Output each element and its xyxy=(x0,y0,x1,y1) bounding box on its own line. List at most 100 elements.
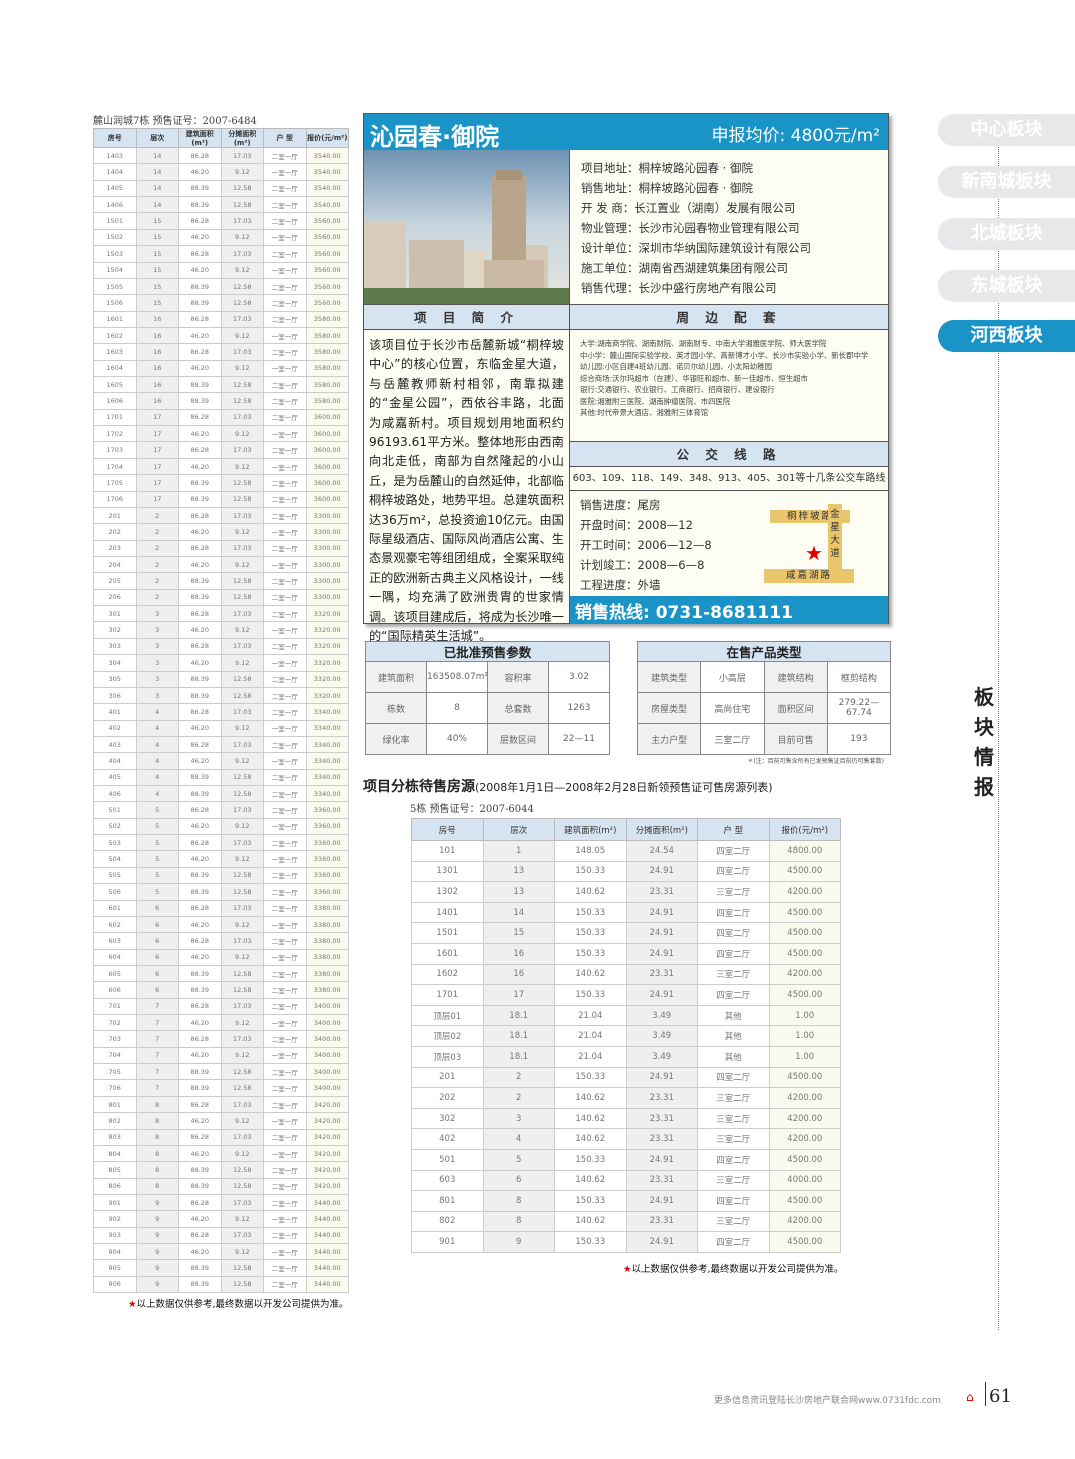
table-cell: 705 xyxy=(93,1063,137,1081)
listing-caption: 5栋 预售证号：2007-6044 xyxy=(410,804,534,815)
table-cell: 12.58 xyxy=(220,490,264,508)
table-cell: 二室一厅 xyxy=(263,703,307,721)
table-row: 504 5 46.20 9.12 一室一厅 3360.00 xyxy=(93,850,349,868)
bus-heading: 公 交 线 路 xyxy=(569,441,888,467)
table-cell: 23.31 xyxy=(625,1107,698,1130)
sidebar-tab-east[interactable]: 东城板块 xyxy=(938,270,1075,302)
table-cell: 9.12 xyxy=(220,457,264,476)
table-cell: 2 xyxy=(135,555,179,574)
table-cell: 88.39 xyxy=(178,1259,222,1277)
table-cell: 一室一厅 xyxy=(263,425,307,443)
table-cell: 3380.00 xyxy=(305,932,349,950)
table-cell: 其他 xyxy=(697,1045,770,1068)
table-cell: 21.04 xyxy=(554,1025,627,1047)
table-cell: 16 xyxy=(135,359,179,378)
table-cell: 46.20 xyxy=(178,850,222,868)
sidebar-tab-north[interactable]: 北城板块 xyxy=(938,218,1075,250)
table-cell: 二室一厅 xyxy=(263,539,307,557)
table-row: 1606 16 88.39 12.58 二室一厅 3580.00 xyxy=(93,392,349,410)
table-cell: 二室一厅 xyxy=(263,899,307,917)
table-row: 304 3 46.20 9.12 一室一厅 3320.00 xyxy=(93,654,349,672)
table-cell: 四室二厅 xyxy=(697,1190,770,1212)
table-cell: 86.28 xyxy=(178,343,222,361)
sidebar-tab-new-south[interactable]: 新南城板块 xyxy=(938,166,1075,198)
sidebar-tab-center[interactable]: 中心板块 xyxy=(938,114,1075,146)
table-cell: 3420.00 xyxy=(305,1161,349,1179)
table-row: 1505 15 88.39 12.58 二室一厅 3560.00 xyxy=(93,277,349,296)
table-cell: 13 xyxy=(482,881,555,903)
table-cell: 18.1 xyxy=(482,1045,555,1068)
table-cell: 46.20 xyxy=(178,621,222,639)
table-cell: 3400.00 xyxy=(305,1014,349,1032)
table-cell: 46.20 xyxy=(178,523,222,541)
table-cell: 1 xyxy=(482,840,555,862)
table-cell: 3580.00 xyxy=(305,343,349,361)
table-cell: 三室二厅 xyxy=(697,881,770,903)
info-sales-agent: 销售代理：长沙中盛行房地产有限公司 xyxy=(581,281,777,295)
table-cell: 23.31 xyxy=(625,1169,698,1192)
table-cell: 306 xyxy=(93,686,137,705)
table-row: 1602 16 140.62 23.31 三室二厅 4200.00 xyxy=(411,963,841,986)
table-cell: 202 xyxy=(93,523,137,541)
table-cell: 二室一厅 xyxy=(263,245,307,263)
table-cell: 15 xyxy=(135,228,179,247)
table-row: 401 4 86.28 17.03 二室一厅 3340.00 xyxy=(93,703,349,721)
table-cell: 46.20 xyxy=(178,1243,222,1261)
table-cell: 46.20 xyxy=(178,752,222,770)
table-cell: 12.58 xyxy=(220,294,264,312)
table-cell: 86.28 xyxy=(178,245,222,263)
table-row: 502 5 46.20 9.12 一室一厅 3360.00 xyxy=(93,817,349,836)
table-cell: 3580.00 xyxy=(305,326,349,345)
progress-item: 工程进度：外墙 xyxy=(580,578,661,592)
table-cell: 6 xyxy=(135,932,179,950)
table-cell: 86.28 xyxy=(178,212,222,230)
table-cell: 9.12 xyxy=(220,915,264,934)
sidebar-tab-hexi[interactable]: 河西板块 xyxy=(938,320,1075,352)
table-cell: 3300.00 xyxy=(305,539,349,557)
table-cell: 3360.00 xyxy=(305,883,349,901)
table-cell: 4200.00 xyxy=(768,1210,841,1233)
table-row: 403 4 86.28 17.03 二室一厅 3340.00 xyxy=(93,735,349,754)
table-row: 建筑类型 小高层 建筑结构 框剪结构 xyxy=(636,661,892,693)
table-cell: 6 xyxy=(135,948,179,966)
table-cell: 12.58 xyxy=(220,392,264,410)
table-cell: 二室一厅 xyxy=(263,997,307,1016)
table-cell: 4500.00 xyxy=(768,901,841,924)
listing-subtitle: (2008年1月1日—2008年2月28日新领预售证可售房源列表) xyxy=(475,781,773,794)
table-cell: 17.03 xyxy=(220,539,264,557)
table-cell: 12.58 xyxy=(220,1259,264,1277)
table-cell: 24.54 xyxy=(625,840,698,862)
table-row: 1705 17 88.39 12.58 二室一厅 3600.00 xyxy=(93,474,349,492)
table-cell: 402 xyxy=(411,1128,484,1150)
table-row: 1405 14 88.39 12.58 二室一厅 3540.00 xyxy=(93,179,349,198)
map-road-xianjiahu: 咸嘉湖路 xyxy=(764,569,854,583)
table-cell: 503 xyxy=(93,834,137,852)
table-cell: 8 xyxy=(135,1128,179,1146)
column-header: 户 型 xyxy=(263,128,307,148)
param-label: 绿化率 xyxy=(365,723,427,755)
table-cell: 1502 xyxy=(93,228,137,247)
table-cell: 88.39 xyxy=(178,670,222,688)
table-cell: 顶层02 xyxy=(411,1025,484,1047)
table-cell: 9.12 xyxy=(220,1243,264,1261)
table-cell: 703 xyxy=(93,1030,137,1048)
table-cell: 16 xyxy=(135,376,179,394)
table-cell: 12.58 xyxy=(220,1063,264,1081)
table-cell: 四室二厅 xyxy=(697,860,770,883)
column-header: 报价(元/m²) xyxy=(305,128,349,148)
table-row: 1404 14 46.20 9.12 一室一厅 3540.00 xyxy=(93,163,349,181)
presale-title: 已批准预售参数 xyxy=(365,641,610,662)
table-cell: 4 xyxy=(135,752,179,770)
column-header: 分摊面积(m²) xyxy=(220,128,264,148)
table-cell: 17.03 xyxy=(220,245,264,263)
table-row: 602 6 46.20 9.12 一室一厅 3380.00 xyxy=(93,915,349,934)
table-cell: 150.33 xyxy=(554,860,627,883)
table-row: 706 7 88.39 12.58 二室一厅 3400.00 xyxy=(93,1079,349,1097)
info-sales-address: 销售地址：桐梓坡路沁园春 · 御院 xyxy=(581,181,753,195)
table-cell: 9.12 xyxy=(220,326,264,345)
table-cell: 86.28 xyxy=(178,932,222,950)
table-cell: 24.91 xyxy=(625,1231,698,1253)
table-cell: 一室一厅 xyxy=(263,359,307,378)
table-cell: 17.03 xyxy=(220,703,264,721)
table-cell: 4500.00 xyxy=(768,922,841,944)
